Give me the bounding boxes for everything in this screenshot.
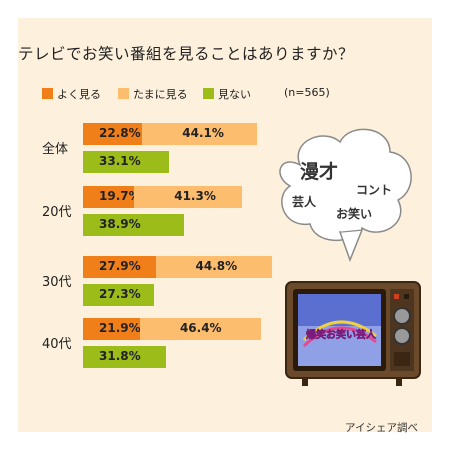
tv-screen-text: 爆笑お笑い芸人 — [306, 328, 377, 341]
legend-swatch-often — [42, 88, 53, 99]
bar-never: 31.8% — [83, 346, 166, 368]
legend-item-never: 見ない — [203, 86, 251, 102]
legend-item-often: よく見る — [42, 86, 101, 102]
bubble-word-3: 芸人 — [292, 194, 317, 209]
value-label: 41.3% — [174, 189, 216, 203]
bubble-word-1: 漫才 — [300, 160, 338, 183]
bar-often: 21.9% — [83, 318, 141, 340]
speech-bubble: 漫才 コント 芸人 お笑い — [279, 128, 412, 263]
bar-often: 22.8% — [83, 123, 143, 145]
category-label: 全体 — [42, 142, 69, 157]
chart-title: テレビでお笑い番組を見ることはありますか？ — [18, 45, 355, 63]
legend-swatch-never — [203, 88, 214, 99]
value-label: 19.7% — [99, 189, 141, 203]
bar-sometimes: 44.8% — [155, 256, 272, 278]
sample-size-note: (n=565) — [284, 86, 330, 99]
value-label: 27.9% — [99, 259, 141, 273]
value-label: 38.9% — [99, 217, 141, 231]
bar-sometimes: 41.3% — [134, 186, 242, 208]
value-label: 31.8% — [99, 349, 141, 363]
bar-sometimes: 46.4% — [139, 318, 261, 340]
legend-label-sometimes: たまに見る — [133, 88, 188, 101]
television-illustration: 爆笑お笑い芸人 — [285, 281, 421, 386]
tv-knob-bottom — [393, 327, 411, 345]
value-label: 22.8% — [99, 126, 141, 140]
source-note: アイシェア調べ — [345, 422, 418, 434]
legend-item-sometimes: たまに見る — [118, 86, 188, 102]
category-label: 40代 — [42, 337, 72, 352]
bar-never: 27.3% — [83, 284, 154, 306]
bar-never: 33.1% — [83, 151, 170, 173]
legend-label-never: 見ない — [218, 88, 251, 101]
legend-label-often: よく見る — [57, 88, 101, 101]
bar-often: 19.7% — [83, 186, 141, 208]
bar-sometimes: 44.1% — [142, 123, 257, 145]
value-label: 33.1% — [99, 154, 141, 168]
bar-often: 27.9% — [83, 256, 156, 278]
value-label: 21.9% — [99, 321, 141, 335]
legend-swatch-sometimes — [118, 88, 129, 99]
bubble-word-2: コント — [356, 183, 392, 197]
category-label: 30代 — [42, 275, 72, 290]
bar-never: 38.9% — [83, 214, 185, 236]
value-label: 44.1% — [182, 126, 224, 140]
bubble-word-4: お笑い — [336, 206, 372, 221]
tv-knob-top — [393, 307, 411, 325]
value-label: 44.8% — [195, 259, 238, 273]
value-label: 27.3% — [99, 287, 141, 301]
category-label: 20代 — [42, 205, 72, 220]
value-label: 46.4% — [179, 321, 222, 335]
